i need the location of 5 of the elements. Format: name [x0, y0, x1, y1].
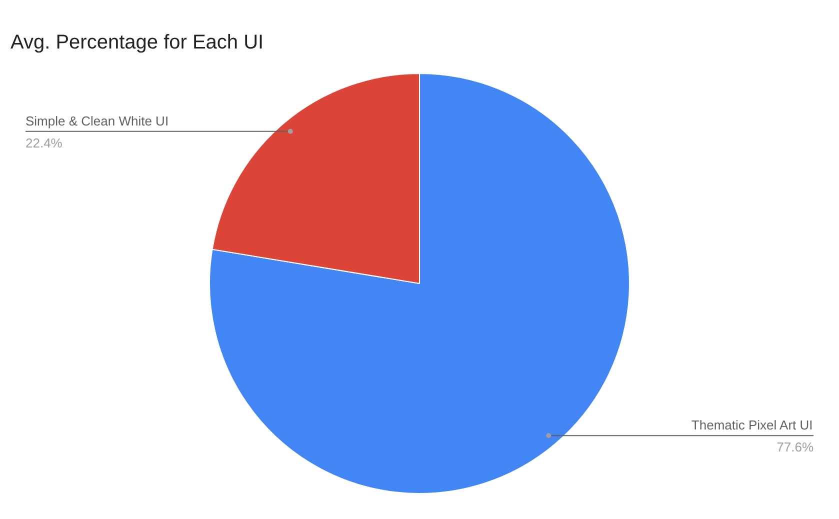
slice-label: Simple & Clean White UI [26, 113, 169, 128]
data-label: 22.4% [26, 135, 63, 150]
data-label: 77.6% [776, 440, 814, 455]
slice-label: Thematic Pixel Art UI [691, 418, 813, 433]
chart-title: Avg. Percentage for Each UI [10, 32, 264, 54]
